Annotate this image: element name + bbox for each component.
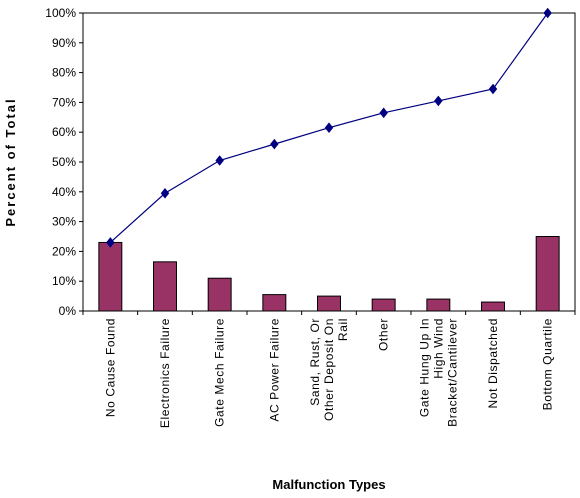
cumulative-point [270, 138, 279, 150]
cumulative-point [488, 83, 498, 95]
bar [98, 241, 123, 312]
x-tick-label-line: High Wind [431, 318, 445, 379]
cumulative-point [160, 187, 170, 199]
x-tick-label: Gate Mech Failure [213, 318, 227, 427]
cumulative-line-series [106, 7, 552, 248]
y-tick-label: 40% [52, 185, 76, 199]
x-tick-label-line: Gate Mech Failure [213, 318, 227, 427]
x-tick-label: Not Dispatched [486, 318, 500, 408]
y-tick-label: 0% [59, 304, 77, 318]
x-tick-label-line: Gate Hung Up In [417, 318, 431, 417]
y-tick-label: 10% [52, 274, 76, 288]
y-tick-label: 30% [52, 215, 76, 229]
y-tick-label: 100% [45, 6, 76, 20]
cumulative-point [434, 95, 443, 107]
cumulative-point [324, 122, 334, 134]
x-tick-label-line: Bottom Quartile [541, 318, 555, 410]
x-tick-label-line: Electronics Failure [158, 318, 172, 428]
bar [207, 277, 232, 312]
x-tick-label: Electronics Failure [158, 318, 172, 428]
y-axis-ticks: 0% 10% 20% 30% 40% 50% 60% 70% 80% 90% 100% [45, 6, 576, 318]
x-tick-label-line: Other [377, 318, 391, 351]
x-tick-label-line: AC Power Failure [267, 318, 281, 422]
x-tick-label: No Cause Found [103, 318, 117, 417]
x-tick-label: Bottom Quartile [541, 318, 555, 410]
cumulative-point [106, 237, 115, 248]
cumulative-point [543, 7, 552, 19]
x-tick-label: Sand, Rust, Or Other Deposit On Rail [308, 318, 350, 421]
bar [317, 295, 341, 312]
x-tick-label-line: Other Deposit On [322, 318, 336, 421]
y-tick-label: 80% [52, 66, 76, 80]
y-tick-label: 20% [52, 244, 76, 258]
x-tick-label: Other [377, 318, 391, 351]
bar [481, 301, 505, 312]
y-tick-label: 90% [52, 36, 76, 50]
x-tick-label: AC Power Failure [267, 318, 281, 422]
cumulative-point [215, 155, 224, 166]
bar [535, 236, 560, 312]
x-axis-title: Malfunction Types [272, 477, 385, 492]
y-axis-title: Percent of Total [3, 97, 18, 226]
x-tick-label-line: Bracket/Cantilever [445, 318, 459, 427]
bar-series [98, 236, 560, 312]
x-tick-label-line: Not Dispatched [486, 318, 500, 408]
bar [371, 298, 396, 312]
x-tick-label-line: Rail [336, 318, 350, 341]
y-tick-label: 70% [52, 95, 76, 109]
cumulative-point [379, 107, 388, 119]
bar [262, 294, 287, 312]
bar [426, 298, 451, 312]
x-tick-label: Gate Hung Up In High Wind Bracket/Cantilev… [417, 318, 459, 427]
y-tick-label: 50% [52, 155, 76, 169]
y-tick-label: 60% [52, 125, 76, 139]
bar [153, 261, 177, 312]
x-axis-category-labels: No Cause Found Electronics Failure Gate Me… [103, 318, 554, 428]
x-tick-label-line: No Cause Found [103, 318, 117, 417]
x-tick-label-line: Sand, Rust, Or [308, 318, 322, 406]
